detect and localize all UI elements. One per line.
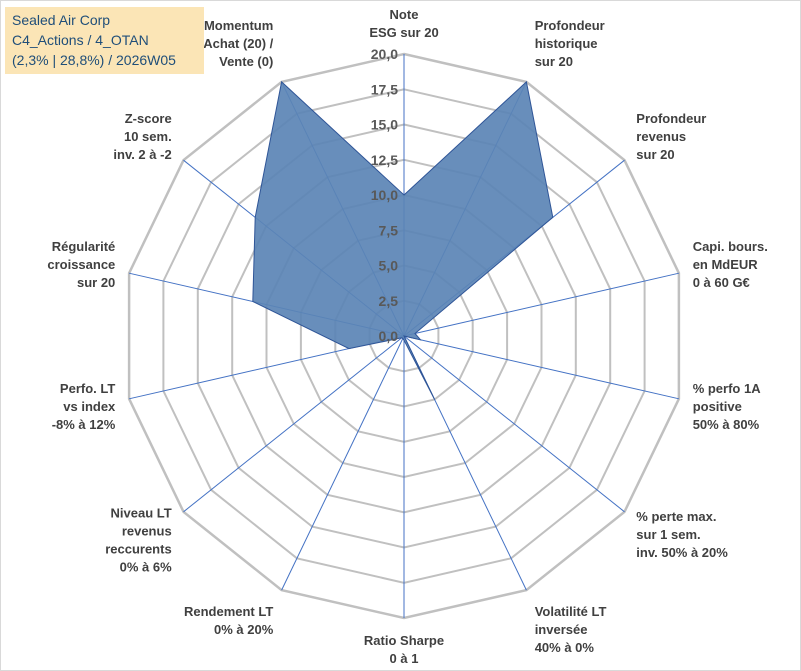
- tick-label: 5,0: [379, 258, 399, 274]
- axis-label: Profondeur revenus sur 20: [636, 111, 706, 162]
- series-area: [252, 80, 554, 400]
- axis-label-line: 0% à 6%: [120, 560, 172, 575]
- portfolio-stats: (2,3% | 28,8%) / 2026W05: [12, 52, 176, 68]
- axis-label-line: Capi. bours.: [693, 239, 768, 254]
- axis-label-line: 0 à 1: [390, 651, 419, 666]
- tick-label: 7,5: [379, 222, 399, 238]
- axis-label-line: Régularité: [52, 239, 116, 254]
- axis-label-line: Ratio Sharpe: [364, 633, 444, 648]
- axis-label-line: Volatilité LT: [535, 604, 607, 619]
- axis-label: Ratio Sharpe 0 à 1: [364, 633, 444, 666]
- tick-label: 2,5: [379, 293, 399, 309]
- axis-label-line: 0% à 20%: [214, 622, 274, 637]
- axis-label-line: Rendement LT: [184, 604, 273, 619]
- axis-label: Note ESG sur 20: [369, 7, 438, 40]
- axis-label-line: 0 à 60 G€: [693, 275, 750, 290]
- axis-label-line: Profondeur: [636, 111, 706, 126]
- axis-label-line: Momentum: [204, 18, 273, 33]
- axis-label-line: reccurents: [105, 542, 171, 557]
- axis-label-line: 40% à 0%: [535, 640, 595, 655]
- spoke-line: [281, 335, 405, 591]
- axis-label: Perfo. LT vs index -8% à 12%: [52, 381, 116, 432]
- axis-label-line: historique: [535, 36, 598, 51]
- portfolio-name: C4_Actions / 4_OTAN: [12, 32, 149, 48]
- axis-label: % perte max. sur 1 sem. inv. 50% à 20%: [636, 509, 728, 560]
- axis-label-line: revenus: [636, 129, 686, 144]
- axis-label-line: inv. 2 à -2: [113, 147, 171, 162]
- axis-label-line: Achat (20) /: [203, 36, 273, 51]
- axis-label-line: Profondeur: [535, 18, 605, 33]
- tick-label: 15,0: [371, 117, 398, 133]
- axis-label-line: revenus: [122, 524, 172, 539]
- tick-label: 20,0: [371, 46, 398, 62]
- axis-label-line: positive: [693, 399, 742, 414]
- axis-label-line: sur 1 sem.: [636, 527, 700, 542]
- tick-labels: 0,0 2,5 5,0 7,5 10,0 12,5 15,0 17,5 20,0: [371, 46, 398, 344]
- spoke-line: [183, 335, 405, 513]
- axis-label: Z-score 10 sem. inv. 2 à -2: [113, 111, 171, 162]
- axis-label-line: sur 20: [636, 147, 674, 162]
- tick-label: 12,5: [371, 152, 398, 168]
- axis-label-line: Perfo. LT: [60, 381, 115, 396]
- axis-label-line: inversée: [535, 622, 588, 637]
- axis-label-line: 50% à 80%: [693, 417, 760, 432]
- axis-label-line: % perfo 1A: [693, 381, 762, 396]
- tick-label: 10,0: [371, 187, 398, 203]
- axis-label-line: croissance: [47, 257, 115, 272]
- axis-label-line: Note: [390, 7, 419, 22]
- spoke-line: [403, 335, 625, 513]
- axis-label-line: sur 20: [535, 54, 573, 69]
- axis-label-line: -8% à 12%: [52, 417, 116, 432]
- axis-label: Momentum Achat (20) / Vente (0): [203, 18, 273, 69]
- axis-labels: Note ESG sur 20 Profondeur historique sur 20…: [47, 7, 767, 666]
- axis-label-line: en MdEUR: [693, 257, 759, 272]
- axis-label-line: sur 20: [77, 275, 115, 290]
- axis-label-line: % perte max.: [636, 509, 716, 524]
- axis-label-line: Niveau LT: [111, 506, 172, 521]
- axis-label-line: Vente (0): [219, 54, 273, 69]
- axis-label: % perfo 1A positive 50% à 80%: [693, 381, 762, 432]
- tick-label: 0,0: [379, 328, 399, 344]
- series: [252, 80, 554, 400]
- company-name: Sealed Air Corp: [12, 12, 111, 28]
- spoke-line: [403, 335, 680, 400]
- axis-label-line: vs index: [63, 399, 116, 414]
- axis-label-line: Z-score: [125, 111, 172, 126]
- spoke-line: [403, 272, 680, 337]
- axis-label-line: inv. 50% à 20%: [636, 545, 728, 560]
- axis-label: Régularité croissance sur 20: [47, 239, 115, 290]
- info-box: Sealed Air Corp C4_Actions / 4_OTAN (2,3…: [5, 7, 204, 74]
- axis-label-line: 10 sem.: [124, 129, 172, 144]
- axis-label: Capi. bours. en MdEUR 0 à 60 G€: [693, 239, 768, 290]
- tick-label: 17,5: [371, 81, 398, 97]
- axis-label: Niveau LT revenus reccurents 0% à 6%: [105, 506, 172, 575]
- axis-label: Rendement LT 0% à 20%: [184, 604, 274, 637]
- axis-label: Volatilité LT inversée 40% à 0%: [535, 604, 607, 655]
- axis-label: Profondeur historique sur 20: [535, 18, 605, 69]
- axis-label-line: ESG sur 20: [369, 25, 438, 40]
